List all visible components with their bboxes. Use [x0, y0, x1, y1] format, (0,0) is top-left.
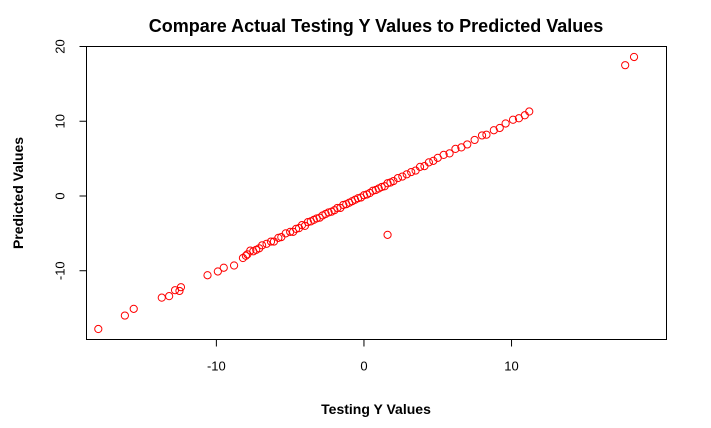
data-point: [266, 237, 276, 246]
data-point: [393, 173, 402, 183]
data-point: [274, 233, 283, 242]
data-point: [129, 304, 138, 313]
data-point: [477, 131, 487, 140]
data-point: [324, 208, 333, 217]
data-points: [94, 52, 639, 334]
data-point: [451, 144, 460, 154]
data-point: [368, 186, 377, 195]
data-point: [289, 227, 298, 236]
x-axis-title: Testing Y Values: [321, 401, 431, 417]
data-point: [255, 244, 264, 253]
data-point: [377, 182, 386, 192]
data-point: [411, 166, 420, 175]
data-point: [629, 52, 639, 62]
data-point: [407, 167, 416, 177]
data-point: [175, 286, 184, 296]
x-tick-label: 10: [504, 359, 518, 374]
data-point: [229, 261, 239, 270]
data-point: [621, 61, 630, 70]
x-tick-label: -10: [207, 359, 226, 374]
data-point: [157, 293, 166, 302]
y-tick-label: 0: [53, 192, 68, 199]
data-point: [470, 135, 479, 145]
data-point: [383, 230, 392, 239]
data-point: [241, 251, 250, 260]
data-point: [165, 292, 174, 301]
data-point: [336, 203, 345, 213]
y-axis-title: Predicted Values: [10, 137, 26, 249]
data-point: [402, 170, 411, 179]
data-point: [281, 229, 290, 238]
data-point: [262, 239, 271, 248]
chart-title: Compare Actual Testing Y Values to Predi…: [149, 16, 604, 36]
data-point: [508, 115, 518, 124]
data-point: [429, 156, 438, 165]
data-point: [424, 158, 433, 167]
data-point: [525, 107, 534, 116]
data-point: [463, 140, 472, 149]
data-point: [383, 179, 392, 188]
x-tick-label: 0: [360, 359, 367, 374]
y-axis: -10 0 10 20: [53, 39, 87, 280]
data-point: [120, 311, 129, 320]
y-tick-label: 10: [53, 114, 68, 128]
data-point: [495, 123, 504, 133]
data-point: [246, 246, 255, 255]
data-point: [294, 224, 304, 233]
data-point: [213, 267, 222, 276]
data-point: [380, 182, 389, 191]
data-point: [520, 111, 529, 120]
y-tick-label: 20: [53, 39, 68, 53]
data-point: [398, 172, 407, 181]
data-point: [94, 324, 103, 334]
data-point: [439, 150, 448, 159]
data-point: [219, 263, 228, 272]
data-point: [389, 176, 398, 186]
data-point: [303, 218, 312, 227]
data-point: [339, 200, 348, 210]
data-point: [415, 162, 425, 171]
data-point: [501, 119, 510, 128]
x-axis: -10 0 10: [207, 339, 519, 374]
plot-frame: [86, 46, 667, 340]
data-point: [489, 126, 498, 135]
y-tick-label: -10: [53, 261, 68, 280]
data-point: [291, 224, 301, 233]
data-point: [420, 161, 429, 171]
data-point: [359, 191, 369, 200]
data-point: [176, 283, 186, 292]
data-point: [445, 149, 454, 158]
data-point: [203, 271, 212, 280]
data-point: [258, 241, 267, 250]
data-point: [482, 130, 491, 139]
